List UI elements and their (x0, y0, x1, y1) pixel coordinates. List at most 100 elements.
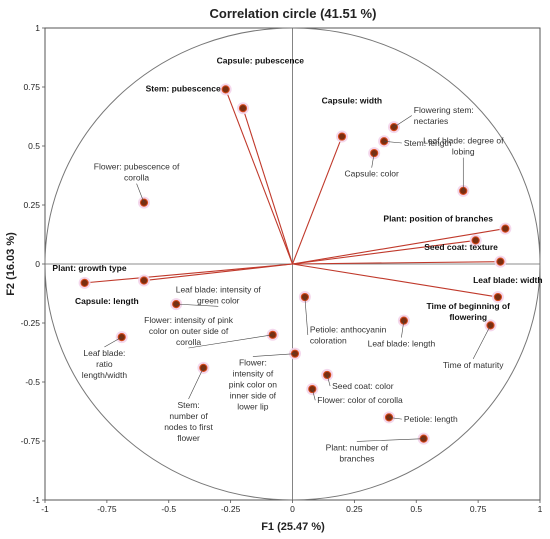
label-leader-line (176, 303, 219, 307)
label-leader-line (356, 438, 424, 442)
point-label-line: Flowering stem: (414, 105, 474, 115)
x-tick-label: 0.75 (470, 504, 487, 514)
point-label: Leaf blade: ratio length/width (82, 348, 128, 380)
point-label: Flower: intensity of pink color on outer … (144, 315, 234, 347)
point-label-line: number of (169, 411, 208, 421)
point-label-line: Leaf blade: width (473, 275, 542, 285)
y-tick-label: 0 (35, 259, 40, 269)
point-label-line: nodes to first (164, 422, 213, 432)
point-label: Flower: color of corolla (317, 395, 403, 405)
data-point (238, 104, 248, 113)
point-label-line: branches (339, 453, 374, 463)
variable-vector (84, 263, 293, 284)
point-label-line: Stem: pubescence (146, 84, 221, 94)
y-tick-label: 0.75 (23, 82, 40, 92)
variable-vector (292, 261, 501, 265)
point-label: Seed coat: texture (424, 242, 498, 252)
label-leader-line (304, 297, 309, 335)
point-label-line: Capsule: length (75, 296, 139, 306)
y-tick-label: -1 (32, 495, 40, 505)
label-leader-line (252, 353, 295, 357)
label-leader-line (104, 336, 122, 348)
point-label-line: Leaf blade: (83, 348, 125, 358)
point-label: Leaf blade: intensity of green color (176, 284, 262, 305)
variable-vector (292, 263, 499, 298)
x-tick-label: 0.5 (410, 504, 422, 514)
variable-vector (291, 136, 343, 265)
data-point (370, 148, 379, 158)
variable-vector (292, 239, 476, 265)
point-label-line: lobing (452, 147, 475, 157)
point-label-line: Stem: (177, 400, 199, 410)
data-point (501, 224, 510, 233)
point-label: Leaf blade: width (473, 275, 542, 285)
point-label-line: Stem: length (404, 138, 452, 148)
point-label-line: Leaf blade: intensity of (176, 284, 262, 294)
point-label-line: Capsule: pubescence (217, 55, 305, 65)
point-label: Leaf blade: length (368, 339, 436, 349)
data-point (80, 278, 89, 287)
y-tick-label: -0.5 (25, 377, 40, 387)
variable-vector (242, 108, 294, 265)
y-tick-label: 0.25 (23, 200, 40, 210)
point-label: Petiole: length (404, 414, 458, 424)
point-label-line: corolla (176, 337, 201, 347)
point-label-line: Time of beginning of (427, 301, 511, 311)
data-point (337, 132, 347, 141)
point-label-line: Petiole: length (404, 414, 458, 424)
x-tick-label: -0.25 (221, 504, 241, 514)
point-label-line: Time of maturity (443, 360, 504, 370)
point-label-line: Seed coat: texture (424, 242, 498, 252)
x-tick-label: -0.75 (97, 504, 117, 514)
label-leader-line (188, 367, 204, 400)
point-label-line: Plant: number of (326, 442, 389, 452)
point-label: Flower: pubescence of corolla (94, 162, 180, 183)
label-leader-line (136, 183, 145, 203)
point-label-line: intensity of (233, 368, 274, 378)
point-label: Capsule: color (345, 169, 400, 179)
point-label-line: pink color on (229, 379, 277, 389)
variable-vector (143, 263, 293, 282)
point-label: Capsule: length (75, 296, 139, 306)
y-tick-label: -0.75 (21, 436, 41, 446)
point-label-line: Flower: pubescence of (94, 162, 180, 172)
x-tick-label: -1 (41, 504, 49, 514)
chart-title: Correlation circle (41.51 %) (210, 6, 377, 21)
point-label-line: Capsule: width (322, 96, 382, 106)
point-label-line: Leaf blade: degree of (423, 136, 504, 146)
point-label: Stem: length (404, 138, 452, 148)
x-axis-title: F1 (25.47 %) (261, 521, 325, 533)
point-label: Seed coat: color (332, 381, 394, 391)
point-label: Capsule: width (322, 96, 382, 106)
data-point (139, 276, 149, 285)
point-label-line: lower lip (237, 401, 268, 411)
point-label: Capsule: pubescence (217, 55, 305, 65)
x-tick-label: 1 (538, 504, 543, 514)
point-label: Plant: growth type (52, 263, 126, 273)
y-tick-label: 1 (35, 23, 40, 33)
label-leader-line (472, 325, 491, 359)
point-label-line: green color (197, 295, 240, 305)
x-tick-label: -0.5 (161, 504, 176, 514)
point-label: Plant: number of branches (326, 442, 389, 463)
point-label-line: flower (177, 433, 200, 443)
point-label-line: nectaries (414, 116, 449, 126)
point-label-line: corolla (124, 173, 149, 183)
point-label: Stem: pubescence (146, 84, 221, 94)
x-tick-label: 0.25 (346, 504, 363, 514)
point-label: Flower: intensity of pink color on inner si… (229, 357, 277, 411)
point-label-line: Seed coat: color (332, 381, 394, 391)
label-leader-line (393, 115, 412, 128)
point-label-line: Petiole: anthocyanin (310, 324, 387, 334)
point-label: Stem: number of nodes to first flower (164, 400, 213, 443)
y-tick-label: -0.25 (21, 318, 41, 328)
point-label-line: inner side of (230, 390, 277, 400)
variable-vector (292, 228, 506, 265)
point-label-line: Leaf blade: length (368, 339, 436, 349)
variable-vector (225, 89, 294, 265)
point-label-line: Capsule: color (345, 169, 400, 179)
point-label: Petiole: anthocyanin coloration (310, 324, 387, 345)
y-axis-title: F2 (16.03 %) (5, 232, 17, 296)
label-leader-line (312, 389, 316, 401)
